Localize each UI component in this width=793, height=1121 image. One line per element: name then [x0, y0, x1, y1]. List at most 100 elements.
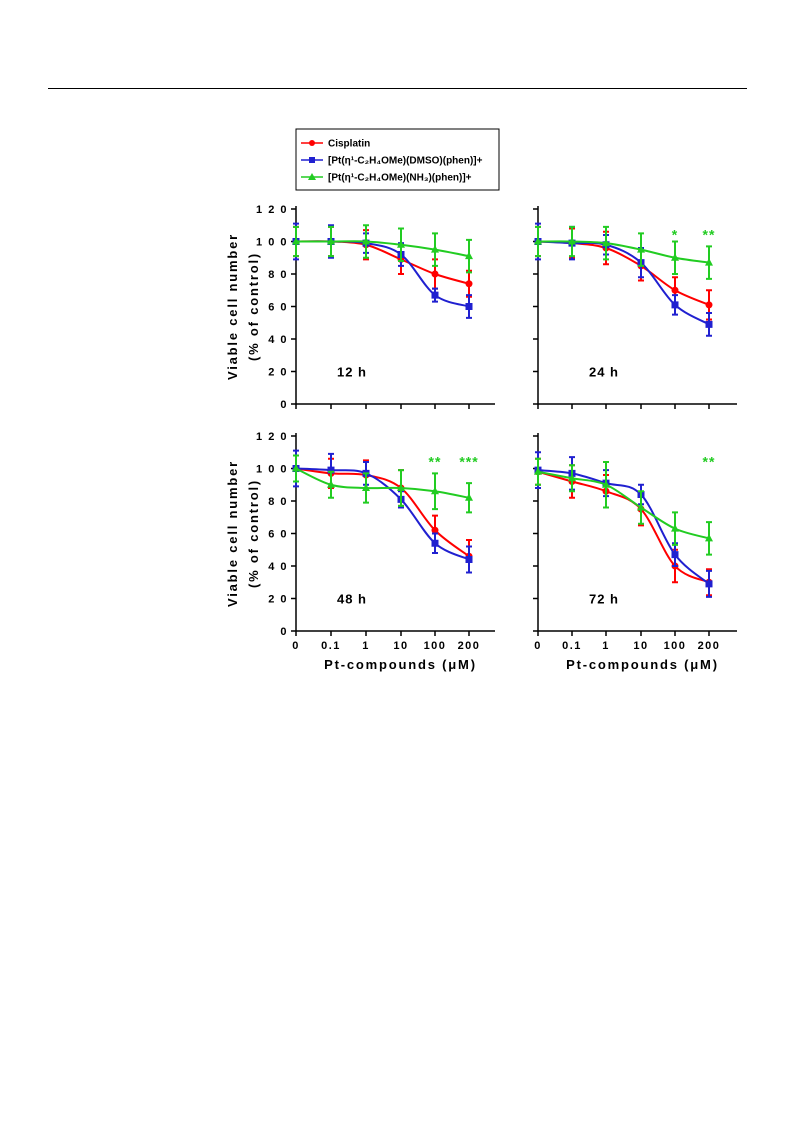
data-point-nh3 — [362, 483, 370, 491]
data-point-nh3 — [705, 533, 713, 542]
y-axis-title: Viable cell number — [225, 460, 240, 607]
data-point-nh3 — [602, 238, 610, 247]
data-point-cisplatin — [431, 270, 439, 278]
data-point-dmso — [705, 580, 713, 588]
panel-72h: 0 0.1 1 10 100 200 ** 72 h Pt-compounds (μM) — [533, 433, 737, 672]
data-point-dmso — [431, 539, 439, 547]
chart-legend: Cisplatin [Pt(η¹-C₂H₄OMe)(DMSO)(phen)]+ [P… — [295, 128, 500, 191]
data-point-nh3 — [465, 251, 473, 260]
data-point-nh3 — [292, 237, 300, 245]
data-point-nh3 — [397, 240, 405, 248]
y-tick-label: 1 2 0 — [256, 204, 288, 216]
significance-mark: ** — [429, 454, 442, 470]
significance-mark: ** — [703, 454, 716, 470]
x-tick-label: 200 — [698, 640, 721, 652]
data-point-nh3 — [568, 237, 576, 245]
x-axis-title: Pt-compounds (μM) — [324, 657, 477, 672]
series-curve-nh3 — [537, 240, 710, 264]
data-point-dmso — [465, 303, 473, 310]
x-tick-label: 0.1 — [562, 640, 582, 652]
data-point-dmso — [327, 466, 335, 474]
data-point-dmso — [465, 556, 473, 563]
data-point-cisplatin — [671, 286, 679, 294]
data-point-nh3 — [327, 237, 335, 245]
data-point-cisplatin — [465, 280, 473, 288]
y-axis-title: Viable cell number — [225, 233, 240, 380]
x-tick-label: 100 — [424, 640, 447, 652]
data-point-nh3 — [431, 486, 439, 495]
data-point-dmso — [671, 551, 679, 559]
data-point-nh3 — [705, 258, 713, 266]
y-axis-subtitle: (% of control) — [246, 252, 261, 361]
y-tick-label: 1 0 0 — [256, 237, 288, 249]
y-axis-subtitle: (% of control) — [246, 479, 261, 588]
y-tick-label: 2 0 — [268, 594, 288, 606]
data-point-nh3 — [671, 524, 679, 532]
legend-marker-cisplatin — [309, 140, 315, 146]
y-tick-label: 8 0 — [268, 496, 288, 508]
data-point-nh3 — [534, 237, 542, 245]
data-point-nh3 — [568, 473, 576, 482]
x-tick-label: 1 — [602, 640, 610, 652]
x-tick-label: 1 — [362, 640, 370, 652]
legend-box — [295, 128, 500, 191]
series-curve-nh3 — [295, 240, 470, 258]
data-point-nh3 — [602, 480, 610, 488]
y-tick-label: 2 0 — [268, 367, 288, 379]
x-axis-title: Pt-compounds (μM) — [566, 657, 719, 672]
series-curve-nh3 — [295, 467, 470, 499]
y-tick-label: 0 — [280, 399, 288, 411]
x-tick-label: 200 — [458, 640, 481, 652]
x-tick-label: 0 — [292, 640, 300, 652]
data-point-dmso — [671, 301, 679, 309]
y-tick-label: 1 0 0 — [256, 464, 288, 476]
x-tick-label: 0.1 — [321, 640, 341, 652]
data-point-nh3 — [671, 253, 679, 261]
page-top-rule — [48, 88, 747, 89]
panel-48h: 02 04 06 08 01 0 01 2 00 0.1 1 10 100 200** **… — [225, 431, 495, 672]
data-point-dmso — [431, 291, 439, 299]
data-point-nh3 — [292, 464, 300, 472]
y-tick-label: 4 0 — [268, 334, 288, 346]
y-tick-label: 0 — [280, 626, 288, 638]
panel-label: 48 h — [337, 592, 367, 607]
legend-marker-nh3 — [308, 173, 316, 180]
significance-mark: *** — [459, 454, 478, 470]
data-point-nh3 — [637, 503, 645, 511]
x-tick-label: 0 — [534, 640, 542, 652]
legend-text-nh3: [Pt(η¹-C₂H₄OMe)(NH₃)(phen)]+ — [328, 173, 472, 184]
panel-label: 24 h — [589, 365, 619, 380]
data-point-nh3 — [362, 237, 370, 245]
y-tick-label: 6 0 — [268, 529, 288, 541]
x-tick-label: 100 — [664, 640, 687, 652]
series-curve-dmso — [537, 469, 710, 585]
data-point-nh3 — [397, 483, 405, 491]
y-tick-label: 4 0 — [268, 561, 288, 573]
series-curve-dmso — [537, 240, 710, 326]
panel-12h: 0 2 0 4 0 6 0 8 0 1 0 0 1 2 0 12 h Viable cell n… — [225, 204, 495, 411]
y-tick-label: 6 0 — [268, 302, 288, 314]
legend-marker-dmso — [309, 157, 315, 163]
x-tick-label: 10 — [633, 640, 648, 652]
panel-24h: * **24 h — [533, 206, 737, 409]
significance-mark: * — [672, 227, 678, 243]
data-point-dmso — [705, 320, 713, 328]
series-curve-cisplatin — [537, 470, 710, 584]
panel-label: 12 h — [337, 365, 367, 380]
legend-text-cisplatin: Cisplatin — [328, 139, 370, 150]
legend-text-dmso: [Pt(η¹-C₂H₄OMe)(DMSO)(phen)]+ — [328, 156, 483, 167]
y-tick-label: 1 2 0 — [256, 431, 288, 443]
y-tick-label: 8 0 — [268, 269, 288, 281]
series-curve-cisplatin — [295, 240, 470, 285]
data-point-nh3 — [637, 245, 645, 253]
data-point-nh3 — [534, 467, 542, 475]
data-point-cisplatin — [705, 301, 713, 309]
data-point-nh3 — [327, 480, 335, 488]
x-tick-label: 10 — [393, 640, 408, 652]
panel-label: 72 h — [589, 592, 619, 607]
data-point-cisplatin — [431, 526, 439, 534]
data-point-nh3 — [465, 493, 473, 501]
series-curve-nh3 — [537, 470, 710, 540]
data-point-nh3 — [431, 245, 439, 253]
